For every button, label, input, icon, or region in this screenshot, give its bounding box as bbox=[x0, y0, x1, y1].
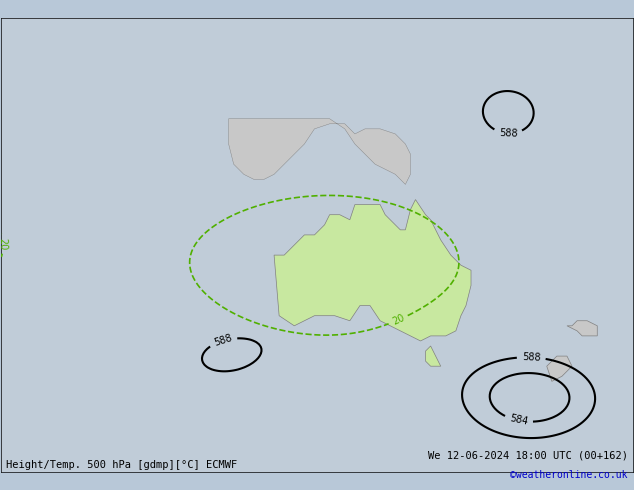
Text: 588: 588 bbox=[498, 128, 517, 139]
Polygon shape bbox=[274, 199, 471, 341]
Polygon shape bbox=[547, 356, 572, 381]
Text: 20: 20 bbox=[0, 238, 8, 250]
Polygon shape bbox=[425, 346, 441, 366]
Text: Height/Temp. 500 hPa [gdmp][°C] ECMWF: Height/Temp. 500 hPa [gdmp][°C] ECMWF bbox=[6, 461, 238, 470]
Text: 588: 588 bbox=[213, 333, 233, 348]
Text: ©weatheronline.co.uk: ©weatheronline.co.uk bbox=[510, 470, 628, 480]
Text: We 12-06-2024 18:00 UTC (00+162): We 12-06-2024 18:00 UTC (00+162) bbox=[428, 451, 628, 461]
Polygon shape bbox=[567, 321, 597, 336]
Text: 20: 20 bbox=[391, 313, 406, 327]
Text: 588: 588 bbox=[522, 352, 541, 363]
Text: 584: 584 bbox=[508, 414, 529, 427]
Polygon shape bbox=[229, 119, 410, 184]
